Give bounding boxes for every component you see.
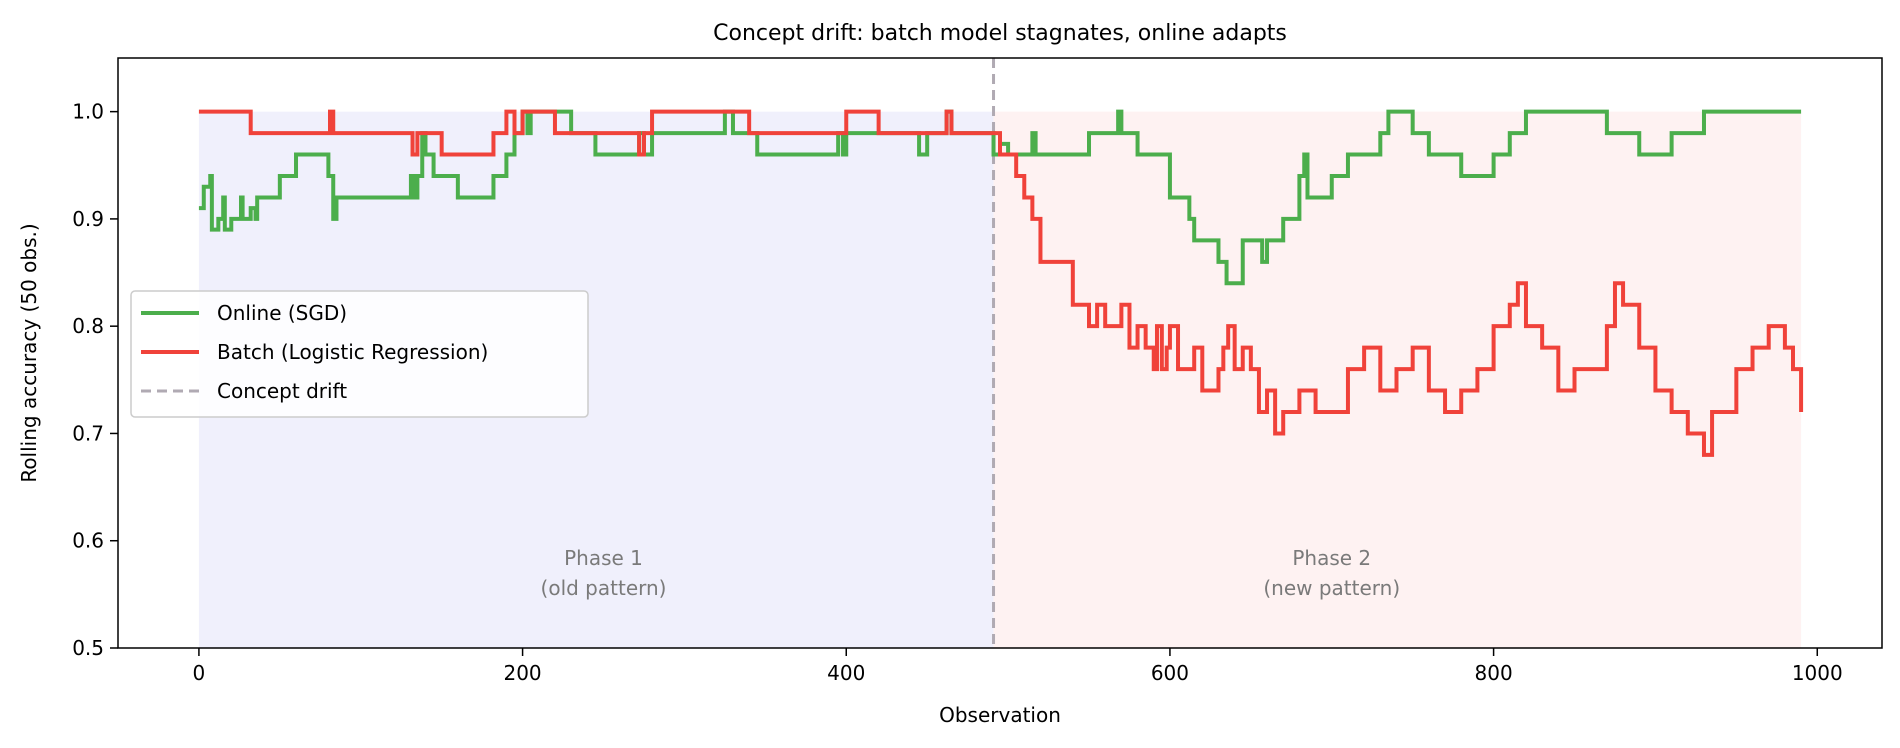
y-tick-label: 0.9 (72, 207, 104, 231)
y-tick-label: 0.8 (72, 314, 104, 338)
legend: Online (SGD) Batch (Logistic Regression) C… (130, 290, 589, 418)
chart-title: Concept drift: batch model stagnates, on… (713, 21, 1287, 46)
y-axis-label: Rolling accuracy (50 obs.) (17, 223, 41, 482)
x-tick-label: 1000 (1792, 661, 1843, 685)
x-tick-label: 600 (1151, 661, 1189, 685)
phase-label-2-subtitle: (new pattern) (1263, 576, 1400, 600)
legend-entry-label: Batch (Logistic Regression) (217, 340, 488, 364)
y-tick-label: 0.6 (72, 529, 104, 553)
x-tick-label: 400 (827, 661, 865, 685)
y-axis-ticks: 0.5 0.6 0.7 0.8 0.9 1.0 (72, 100, 118, 660)
series-group (198, 109, 1804, 457)
y-tick-label: 1.0 (72, 100, 104, 124)
x-tick-label: 200 (503, 661, 541, 685)
phase-label-2-title: Phase 2 (1292, 546, 1371, 570)
phase-label-1-subtitle: (old pattern) (541, 576, 667, 600)
x-axis-ticks: 0 200 400 600 800 1000 (193, 648, 1843, 685)
x-tick-label: 0 (193, 661, 206, 685)
x-tick-label: 800 (1475, 661, 1513, 685)
legend-entry-label: Concept drift (217, 379, 347, 403)
series-line-online-sgd (198, 109, 1802, 286)
y-tick-label: 0.5 (72, 636, 104, 660)
y-tick-label: 0.7 (72, 421, 104, 445)
phase-label-1-title: Phase 1 (564, 546, 643, 570)
legend-entry-label: Online (SGD) (217, 301, 347, 325)
phase-labels: Phase 1 (old pattern) Phase 2 (new pattern) (541, 546, 1401, 600)
x-axis-label: Observation (939, 703, 1061, 727)
series-line-batch-logistic-regression (198, 109, 1804, 457)
legend-box (130, 290, 589, 418)
plot-frame (117, 57, 1883, 649)
